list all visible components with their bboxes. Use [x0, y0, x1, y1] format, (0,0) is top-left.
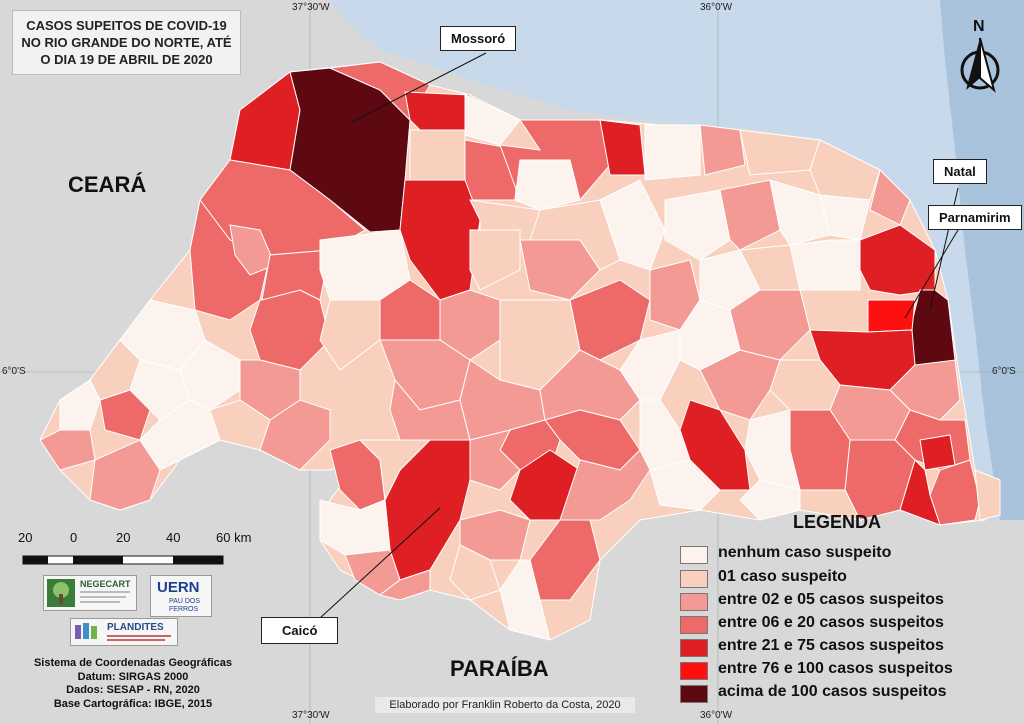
legend-label: acima de 100 casos suspeitos — [718, 683, 947, 700]
municipality-west-10 — [99, 389, 151, 441]
uern-logo: UERN PAU DOS FERROS — [150, 575, 212, 617]
municipality-parnamirim — [867, 299, 916, 333]
municipality-east-19 — [649, 459, 721, 511]
plandites-logo: PLANDITES — [70, 618, 178, 646]
info-line: Datum: SIRGAS 2000 — [77, 670, 189, 683]
legend-label: entre 76 e 100 casos suspeitos — [718, 660, 953, 677]
legend-label: nenhum caso suspeito — [718, 544, 892, 561]
municipality-c-12 — [789, 239, 861, 291]
north-arrow: N — [952, 18, 1012, 98]
municipality-s-12 — [449, 544, 501, 601]
municipality-s-14 — [319, 499, 391, 556]
north-label: N — [973, 18, 985, 35]
people-icon — [75, 623, 97, 639]
scale-label-3: 40 — [166, 530, 181, 545]
legend-swatch — [680, 616, 708, 634]
legend-label: 01 caso suspeito — [718, 568, 847, 585]
callout-parnamirim: Parnamirim — [928, 205, 1022, 230]
callout-natal: Natal — [933, 159, 987, 184]
legend-label: entre 02 e 05 casos suspeitos — [718, 591, 944, 608]
plandites-text: PLANDITES — [107, 622, 164, 633]
tree-icon — [47, 579, 75, 607]
coord-bottom-right: 36°0'W — [700, 710, 733, 721]
municipality-s-17 — [358, 439, 432, 502]
municipality-cn-1 — [328, 61, 431, 121]
legend-title: LEGENDA — [793, 512, 882, 532]
scale-label-1: 0 — [70, 530, 78, 545]
municipality-cn-11 — [514, 159, 581, 211]
info-line: Base Cartográfica: IBGE, 2015 — [53, 697, 213, 710]
municipality-c-8 — [769, 179, 831, 246]
municipality-west-18 — [259, 399, 331, 471]
legend-swatch — [680, 662, 708, 680]
municipality-natal — [909, 289, 956, 371]
scale-label-2: 20 — [116, 530, 131, 545]
legend-swatch — [680, 685, 708, 703]
legend-swatch — [680, 546, 708, 564]
municipality-east-11 — [899, 459, 941, 526]
municipality-s-16 — [378, 569, 431, 601]
municipality-west-4 — [229, 224, 276, 276]
state-label-paraiba: PARAÍBA — [450, 656, 549, 681]
ocean-area — [330, 0, 1024, 520]
municipalities — [39, 61, 1001, 641]
coord-bottom-left: 37°30'W — [292, 710, 330, 721]
coord-right: 6°0'S — [992, 366, 1016, 377]
map-title: CASOS SUPEITOS DE COVID-19 NO RIO GRANDE… — [12, 10, 241, 75]
legend-swatch — [680, 570, 708, 588]
scale-bar — [22, 555, 224, 565]
municipality-c-7 — [719, 179, 781, 251]
coord-top-left: 37°30'W — [292, 2, 330, 13]
municipality-east-9 — [974, 469, 1001, 521]
legend-label: entre 06 e 20 casos suspeitos — [718, 614, 944, 631]
map-info: Sistema de Coordenadas Geográficas Datum… — [18, 657, 248, 711]
info-line: Sistema de Coordenadas Geográficas — [33, 657, 233, 669]
legend-swatch — [680, 593, 708, 611]
municipality-east-1 — [859, 224, 936, 296]
callout-caico: Caicó — [261, 617, 339, 644]
municipality-cn-18 — [644, 124, 701, 181]
map-credit: Elaborado por Franklin Roberto da Costa,… — [375, 697, 635, 713]
callout-mossoro: Mossoró — [440, 26, 517, 51]
municipality-cn-14 — [469, 229, 521, 291]
municipality-cn-19 — [699, 124, 746, 176]
scale-label-0: 20 — [18, 530, 33, 545]
north-arrow-icon — [960, 37, 1000, 93]
negecart-text: NEGECART — [80, 579, 131, 589]
municipality-west-15 — [139, 399, 221, 471]
municipality-west-11 — [39, 429, 96, 471]
scale-label-4: 60 km — [216, 530, 252, 545]
uern-sub: PAU DOS FERROS — [169, 598, 200, 613]
municipality-west-1 — [229, 71, 301, 171]
legend-swatch — [680, 639, 708, 657]
municipality-east-16 — [739, 479, 801, 521]
municipality-s-18 — [559, 449, 651, 521]
scale: 20 0 20 40 60 km — [14, 530, 264, 575]
uern-text: UERN — [157, 579, 200, 596]
municipality-cn-3 — [409, 129, 466, 181]
municipality-c-6 — [664, 189, 731, 261]
municipality-cn-8 — [319, 299, 381, 371]
negecart-logo: NEGECART — [43, 575, 137, 611]
state-label-ceara: CEARÁ — [68, 172, 147, 197]
municipality-east-7 — [919, 434, 956, 471]
legend-label: entre 21 e 75 casos suspeitos — [718, 637, 944, 654]
ocean-shelf — [940, 0, 1024, 520]
coord-top-right: 36°0'W — [700, 2, 733, 13]
coord-left: 6°0'S — [2, 366, 26, 377]
municipality-west-9 — [59, 379, 101, 431]
info-line: Dados: SESAP - RN, 2020 — [66, 684, 200, 696]
municipality-cn-17 — [599, 179, 666, 271]
